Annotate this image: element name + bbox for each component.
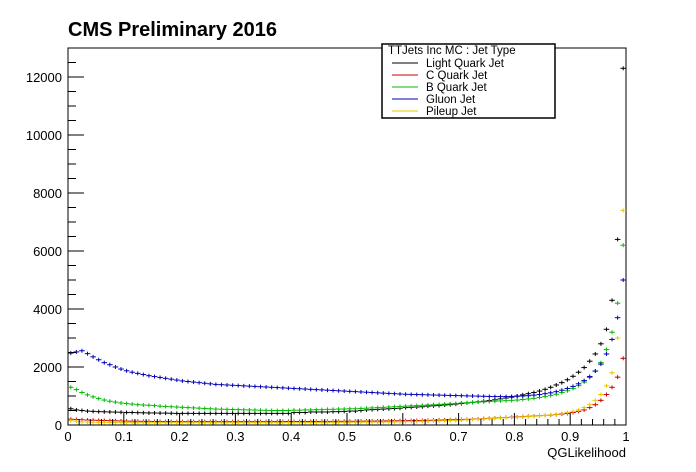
x-axis: 0 0.1 0.2 0.3 0.4 0.5 0.6 0.7 0.8 0.9 1 [64, 413, 630, 444]
x-tick-label: 0.1 [115, 429, 133, 444]
legend-header: TTJets Inc MC : Jet Type [388, 45, 516, 57]
x-tick-label: 0.5 [338, 429, 356, 444]
y-tick-label: 0 [55, 418, 62, 433]
y-tick-label: 10000 [26, 128, 62, 143]
legend-label: Light Quark Jet [426, 58, 505, 70]
legend-label: Pileup Jet [426, 106, 477, 118]
legend-box [381, 43, 556, 119]
legend: TTJets Inc MC : Jet Type Light Quark Jet… [381, 43, 556, 119]
y-tick-label: 12000 [26, 70, 62, 85]
series-b-quark-jet [68, 243, 626, 413]
x-tick-label: 0.8 [505, 429, 523, 444]
data-points [68, 66, 626, 425]
x-tick-label: 0.7 [450, 429, 468, 444]
y-tick-label: 6000 [33, 244, 62, 259]
x-tick-label: 0.9 [561, 429, 579, 444]
legend-label: Gluon Jet [426, 94, 476, 106]
legend-label: B Quark Jet [426, 82, 488, 94]
x-tick-label: 1 [622, 429, 629, 444]
x-tick-label: 0.6 [394, 429, 412, 444]
legend-label: C Quark Jet [426, 70, 488, 82]
y-tick-label: 8000 [33, 186, 62, 201]
series-gluon-jet [68, 278, 626, 399]
series-pileup-jet [68, 208, 626, 425]
y-axis: 0 2000 4000 6000 8000 10000 12000 [26, 47, 84, 433]
x-tick-label: 0.4 [282, 429, 300, 444]
x-axis-label: QGLikelihood [547, 445, 626, 460]
y-tick-label: 2000 [33, 360, 62, 375]
chart-title: CMS Preliminary 2016 [68, 19, 277, 41]
x-tick-label: 0 [64, 429, 71, 444]
x-tick-label: 0.2 [171, 429, 189, 444]
y-tick-label: 4000 [33, 302, 62, 317]
x-tick-label: 0.3 [226, 429, 244, 444]
